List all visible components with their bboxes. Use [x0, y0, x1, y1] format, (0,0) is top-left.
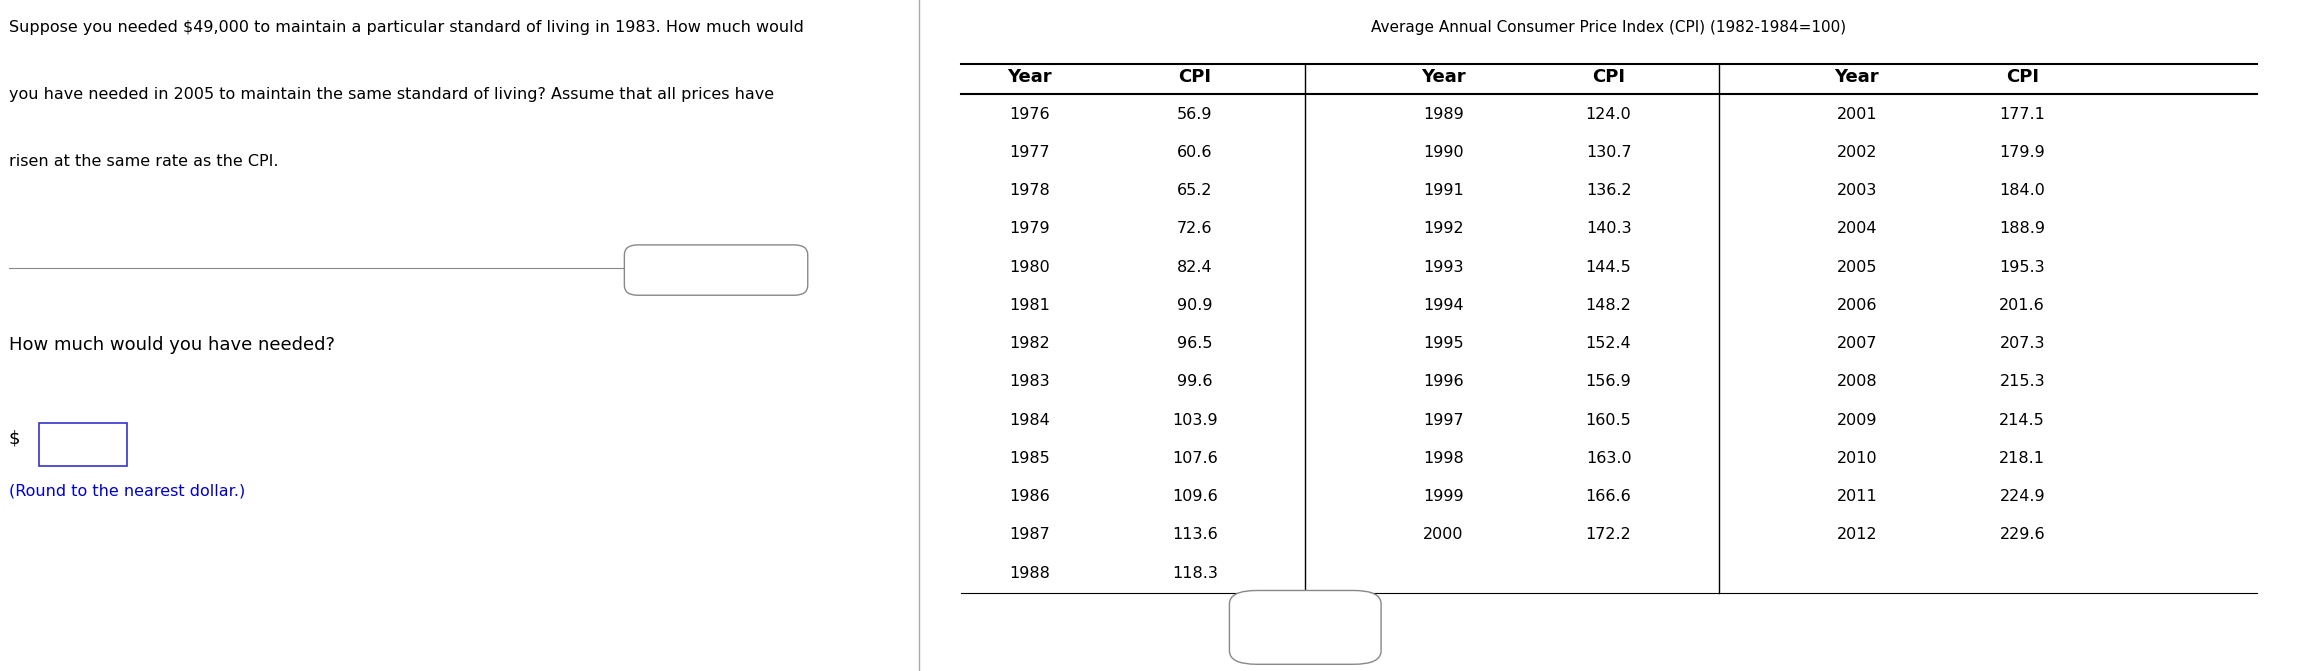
- Text: 109.6: 109.6: [1172, 489, 1218, 504]
- Text: 1981: 1981: [1009, 298, 1050, 313]
- Text: 215.3: 215.3: [1999, 374, 2045, 389]
- Text: 177.1: 177.1: [1999, 107, 2045, 121]
- Text: 166.6: 166.6: [1586, 489, 1632, 504]
- Text: 1986: 1986: [1009, 489, 1050, 504]
- Text: 82.4: 82.4: [1177, 260, 1213, 274]
- Text: 1992: 1992: [1422, 221, 1464, 236]
- Text: 2005: 2005: [1836, 260, 1877, 274]
- Text: 195.3: 195.3: [1999, 260, 2045, 274]
- Text: 1984: 1984: [1009, 413, 1050, 427]
- Text: 218.1: 218.1: [1999, 451, 2045, 466]
- Text: 1993: 1993: [1422, 260, 1464, 274]
- Text: ...: ...: [710, 263, 722, 276]
- Text: 1988: 1988: [1009, 566, 1050, 580]
- Text: 124.0: 124.0: [1586, 107, 1632, 121]
- Text: CPI: CPI: [1593, 68, 1625, 86]
- FancyBboxPatch shape: [625, 245, 809, 295]
- FancyBboxPatch shape: [1229, 590, 1381, 664]
- Text: 2002: 2002: [1836, 145, 1877, 160]
- Text: 201.6: 201.6: [1999, 298, 2045, 313]
- Text: 1987: 1987: [1009, 527, 1050, 542]
- Text: CPI: CPI: [1179, 68, 1211, 86]
- Text: 60.6: 60.6: [1177, 145, 1213, 160]
- Text: Suppose you needed $49,000 to maintain a particular standard of living in 1983. : Suppose you needed $49,000 to maintain a…: [9, 20, 804, 35]
- Text: 2010: 2010: [1836, 451, 1877, 466]
- Text: 1999: 1999: [1422, 489, 1464, 504]
- Text: 2009: 2009: [1836, 413, 1877, 427]
- Text: 2001: 2001: [1836, 107, 1877, 121]
- Text: 148.2: 148.2: [1586, 298, 1632, 313]
- Text: Year: Year: [1007, 68, 1052, 86]
- Text: How much would you have needed?: How much would you have needed?: [9, 336, 336, 354]
- Text: 90.9: 90.9: [1177, 298, 1213, 313]
- Text: 107.6: 107.6: [1172, 451, 1218, 466]
- Text: 1991: 1991: [1422, 183, 1464, 198]
- Text: Year: Year: [1420, 68, 1466, 86]
- Text: 1998: 1998: [1422, 451, 1464, 466]
- Text: 1977: 1977: [1009, 145, 1050, 160]
- Text: 1976: 1976: [1009, 107, 1050, 121]
- Text: 184.0: 184.0: [1999, 183, 2045, 198]
- Text: 1994: 1994: [1422, 298, 1464, 313]
- Text: 1985: 1985: [1009, 451, 1050, 466]
- Text: (Round to the nearest dollar.): (Round to the nearest dollar.): [9, 483, 246, 498]
- Text: 144.5: 144.5: [1586, 260, 1632, 274]
- Text: 136.2: 136.2: [1586, 183, 1632, 198]
- Text: 2007: 2007: [1836, 336, 1877, 351]
- Text: 96.5: 96.5: [1177, 336, 1213, 351]
- Text: 2000: 2000: [1422, 527, 1464, 542]
- Text: 1980: 1980: [1009, 260, 1050, 274]
- Text: 207.3: 207.3: [1999, 336, 2045, 351]
- Text: 172.2: 172.2: [1586, 527, 1632, 542]
- Text: 2003: 2003: [1836, 183, 1877, 198]
- Text: 113.6: 113.6: [1172, 527, 1218, 542]
- Text: risen at the same rate as the CPI.: risen at the same rate as the CPI.: [9, 154, 278, 169]
- Text: 152.4: 152.4: [1586, 336, 1632, 351]
- Text: 1983: 1983: [1009, 374, 1050, 389]
- Text: 2008: 2008: [1836, 374, 1877, 389]
- Text: 140.3: 140.3: [1586, 221, 1632, 236]
- FancyBboxPatch shape: [39, 423, 126, 466]
- Text: 229.6: 229.6: [1999, 527, 2045, 542]
- Text: 1989: 1989: [1422, 107, 1464, 121]
- Text: 103.9: 103.9: [1172, 413, 1218, 427]
- Text: 65.2: 65.2: [1177, 183, 1213, 198]
- Text: 163.0: 163.0: [1586, 451, 1632, 466]
- Text: 156.9: 156.9: [1586, 374, 1632, 389]
- Text: 2004: 2004: [1836, 221, 1877, 236]
- Text: 2006: 2006: [1836, 298, 1877, 313]
- Text: 2012: 2012: [1836, 527, 1877, 542]
- Text: 2011: 2011: [1836, 489, 1877, 504]
- Text: 1990: 1990: [1422, 145, 1464, 160]
- Text: you have needed in 2005 to maintain the same standard of living? Assume that all: you have needed in 2005 to maintain the …: [9, 87, 774, 102]
- Text: 214.5: 214.5: [1999, 413, 2045, 427]
- Text: 160.5: 160.5: [1586, 413, 1632, 427]
- Text: 1997: 1997: [1422, 413, 1464, 427]
- Text: 179.9: 179.9: [1999, 145, 2045, 160]
- Text: ⋮: ⋮: [1298, 621, 1312, 634]
- Text: Average Annual Consumer Price Index (CPI) (1982-1984=100): Average Annual Consumer Price Index (CPI…: [1372, 20, 1845, 35]
- Text: $: $: [9, 429, 21, 448]
- Text: 1978: 1978: [1009, 183, 1050, 198]
- Text: 118.3: 118.3: [1172, 566, 1218, 580]
- Text: 1982: 1982: [1009, 336, 1050, 351]
- Text: 1979: 1979: [1009, 221, 1050, 236]
- Text: 99.6: 99.6: [1177, 374, 1213, 389]
- Text: Year: Year: [1834, 68, 1880, 86]
- Text: 188.9: 188.9: [1999, 221, 2045, 236]
- Text: 130.7: 130.7: [1586, 145, 1632, 160]
- Text: 56.9: 56.9: [1177, 107, 1213, 121]
- Text: CPI: CPI: [2006, 68, 2038, 86]
- Text: 224.9: 224.9: [1999, 489, 2045, 504]
- Text: 1995: 1995: [1422, 336, 1464, 351]
- Text: 72.6: 72.6: [1177, 221, 1213, 236]
- Text: 1996: 1996: [1422, 374, 1464, 389]
